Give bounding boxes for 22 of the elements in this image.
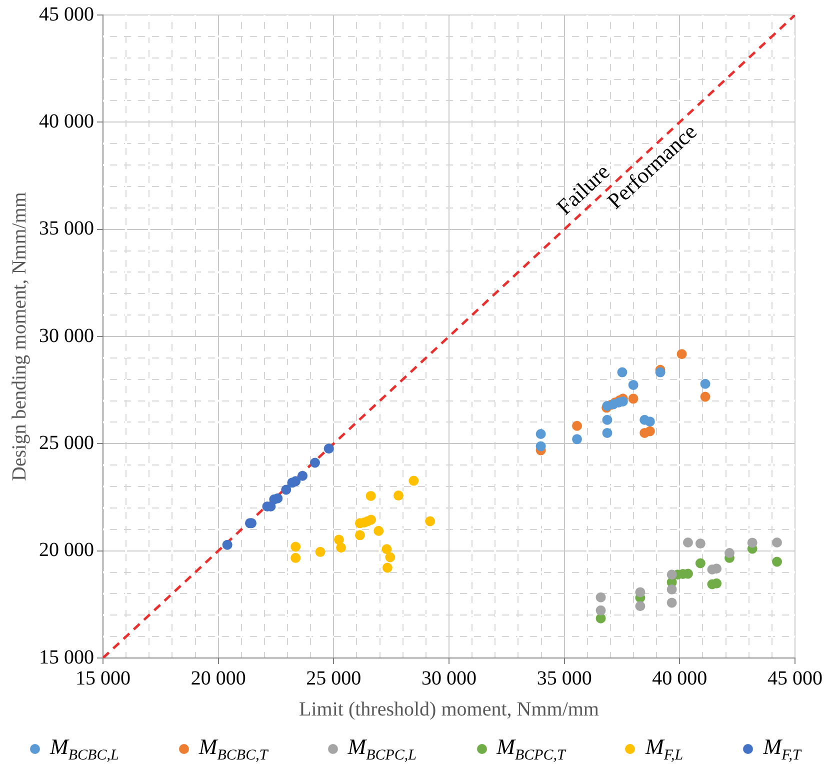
x-tick-label: 45 000	[768, 667, 822, 690]
y-tick-label: 15 000	[39, 646, 94, 668]
legend-label: M$_{BCBC,T}$	[198, 734, 268, 765]
x-tick-label: 15 000	[76, 667, 130, 690]
y-tick-label: 30 000	[39, 324, 94, 347]
x-tick-label: 20 000	[190, 667, 246, 690]
legend-label: M$_{BCPC,T}$	[496, 734, 566, 765]
x-tick-label: 40 000	[652, 667, 708, 690]
y-tick-label: 45 000	[39, 3, 94, 26]
y-tick-label: 20 000	[39, 539, 94, 562]
legend-label: M$_{F,T}$	[763, 734, 801, 765]
y-axis-title: Design bending moment, Nmm/mm	[8, 192, 30, 481]
y-tick-label: 35 000	[39, 218, 94, 240]
x-axis-title: Limit (threshold) moment, Nmm/mm	[299, 698, 600, 720]
y-tick-label: 40 000	[39, 110, 94, 132]
x-tick-label: 30 000	[422, 667, 476, 690]
legend-label: M$_{BCBC,L}$	[50, 734, 119, 765]
y-tick-label: 25 000	[39, 432, 94, 454]
legend-label: M$_{BCPC,L}$	[348, 734, 417, 765]
x-tick-label: 35 000	[536, 667, 592, 690]
legend-label: M$_{F,L}$	[645, 734, 684, 765]
x-tick-label: 25 000	[306, 667, 362, 690]
